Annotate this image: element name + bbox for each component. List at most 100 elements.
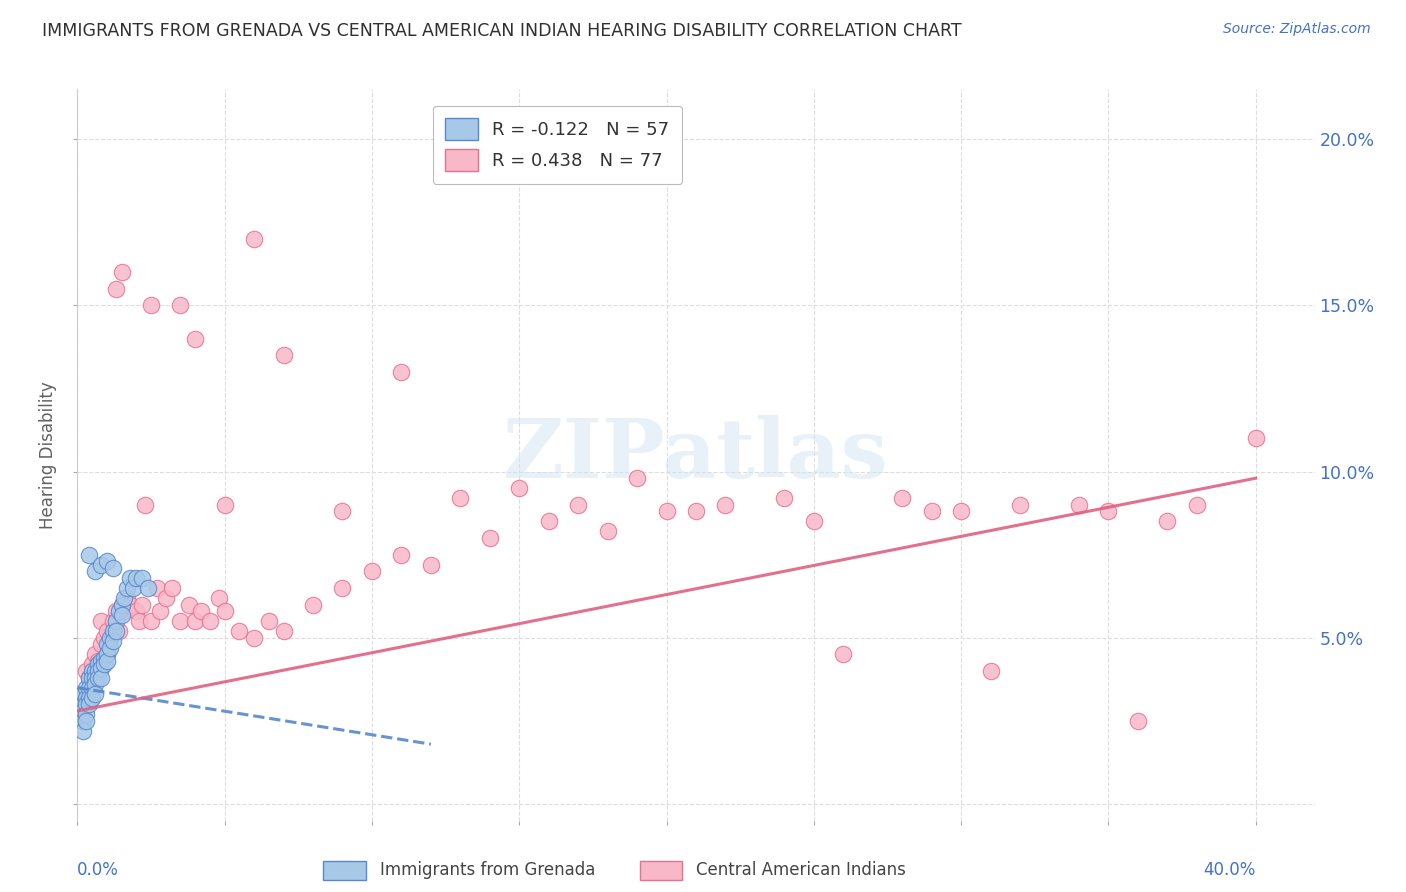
Point xyxy=(714,498,737,512)
Point xyxy=(302,598,325,612)
Text: ZIPatlas: ZIPatlas xyxy=(503,415,889,495)
Point xyxy=(84,664,107,678)
Point xyxy=(257,614,280,628)
Point xyxy=(214,498,236,512)
Point xyxy=(125,604,148,618)
Point xyxy=(891,491,914,505)
Point xyxy=(122,581,145,595)
Point xyxy=(93,657,115,672)
Point xyxy=(114,591,136,605)
Text: Central American Indians: Central American Indians xyxy=(696,861,905,879)
Point xyxy=(950,504,973,518)
Point xyxy=(1156,515,1178,529)
Point xyxy=(72,723,94,738)
Point xyxy=(832,648,855,662)
Point xyxy=(80,664,103,678)
Point xyxy=(77,698,100,712)
Point xyxy=(84,648,107,662)
Point xyxy=(149,604,172,618)
Point xyxy=(125,571,148,585)
Point xyxy=(332,504,354,518)
Point xyxy=(77,671,100,685)
Point xyxy=(69,704,91,718)
Point xyxy=(198,614,221,628)
Point xyxy=(101,624,124,639)
Point xyxy=(69,690,91,705)
Point xyxy=(72,704,94,718)
Point xyxy=(75,690,97,705)
Point xyxy=(72,698,94,712)
Point xyxy=(478,531,501,545)
Point xyxy=(243,631,266,645)
Point xyxy=(90,661,112,675)
Point xyxy=(389,548,412,562)
Point xyxy=(1067,498,1090,512)
Point xyxy=(155,591,177,605)
Point xyxy=(117,591,139,605)
Point xyxy=(134,498,156,512)
Point xyxy=(803,515,825,529)
Point xyxy=(75,714,97,728)
Point xyxy=(98,631,121,645)
Point xyxy=(87,657,110,672)
Text: IMMIGRANTS FROM GRENADA VS CENTRAL AMERICAN INDIAN HEARING DISABILITY CORRELATIO: IMMIGRANTS FROM GRENADA VS CENTRAL AMERI… xyxy=(42,22,962,40)
Point xyxy=(921,504,943,518)
Point xyxy=(77,671,100,685)
Point xyxy=(273,348,295,362)
Point xyxy=(96,554,118,568)
Legend: R = -0.122   N = 57, R = 0.438   N = 77: R = -0.122 N = 57, R = 0.438 N = 77 xyxy=(433,105,682,184)
Point xyxy=(77,548,100,562)
Point xyxy=(98,640,121,655)
Point xyxy=(449,491,471,505)
Point xyxy=(120,598,142,612)
Y-axis label: Hearing Disability: Hearing Disability xyxy=(39,381,58,529)
Point xyxy=(1008,498,1031,512)
Point xyxy=(655,504,678,518)
Point xyxy=(184,332,207,346)
Point xyxy=(84,671,107,685)
Point xyxy=(110,607,132,622)
Point xyxy=(80,657,103,672)
Point xyxy=(84,677,107,691)
Point xyxy=(96,654,118,668)
Point xyxy=(77,690,100,705)
Point xyxy=(685,504,707,518)
Point xyxy=(84,564,107,578)
Point xyxy=(508,481,530,495)
Point xyxy=(131,598,153,612)
Point xyxy=(75,707,97,722)
Point xyxy=(96,648,118,662)
Point xyxy=(90,671,112,685)
Point xyxy=(160,581,183,595)
Point xyxy=(139,298,162,312)
Point xyxy=(101,634,124,648)
Point xyxy=(773,491,796,505)
Point xyxy=(110,265,132,279)
Point xyxy=(84,687,107,701)
Point xyxy=(214,604,236,618)
Point xyxy=(77,681,100,695)
Point xyxy=(131,571,153,585)
Point xyxy=(104,604,127,618)
Point xyxy=(75,698,97,712)
Point xyxy=(96,637,118,651)
Point xyxy=(90,637,112,651)
Point xyxy=(596,524,619,539)
Point xyxy=(389,365,412,379)
Point xyxy=(208,591,231,605)
Point xyxy=(128,614,150,628)
Point xyxy=(75,681,97,695)
Point xyxy=(273,624,295,639)
Point xyxy=(190,604,212,618)
Point xyxy=(110,598,132,612)
Point xyxy=(80,671,103,685)
Point xyxy=(169,614,191,628)
Point xyxy=(104,614,127,628)
Point xyxy=(104,624,127,639)
Point xyxy=(1244,431,1267,445)
Point xyxy=(87,664,110,678)
Point xyxy=(96,624,118,639)
Point xyxy=(90,614,112,628)
Point xyxy=(93,631,115,645)
Point xyxy=(228,624,250,639)
